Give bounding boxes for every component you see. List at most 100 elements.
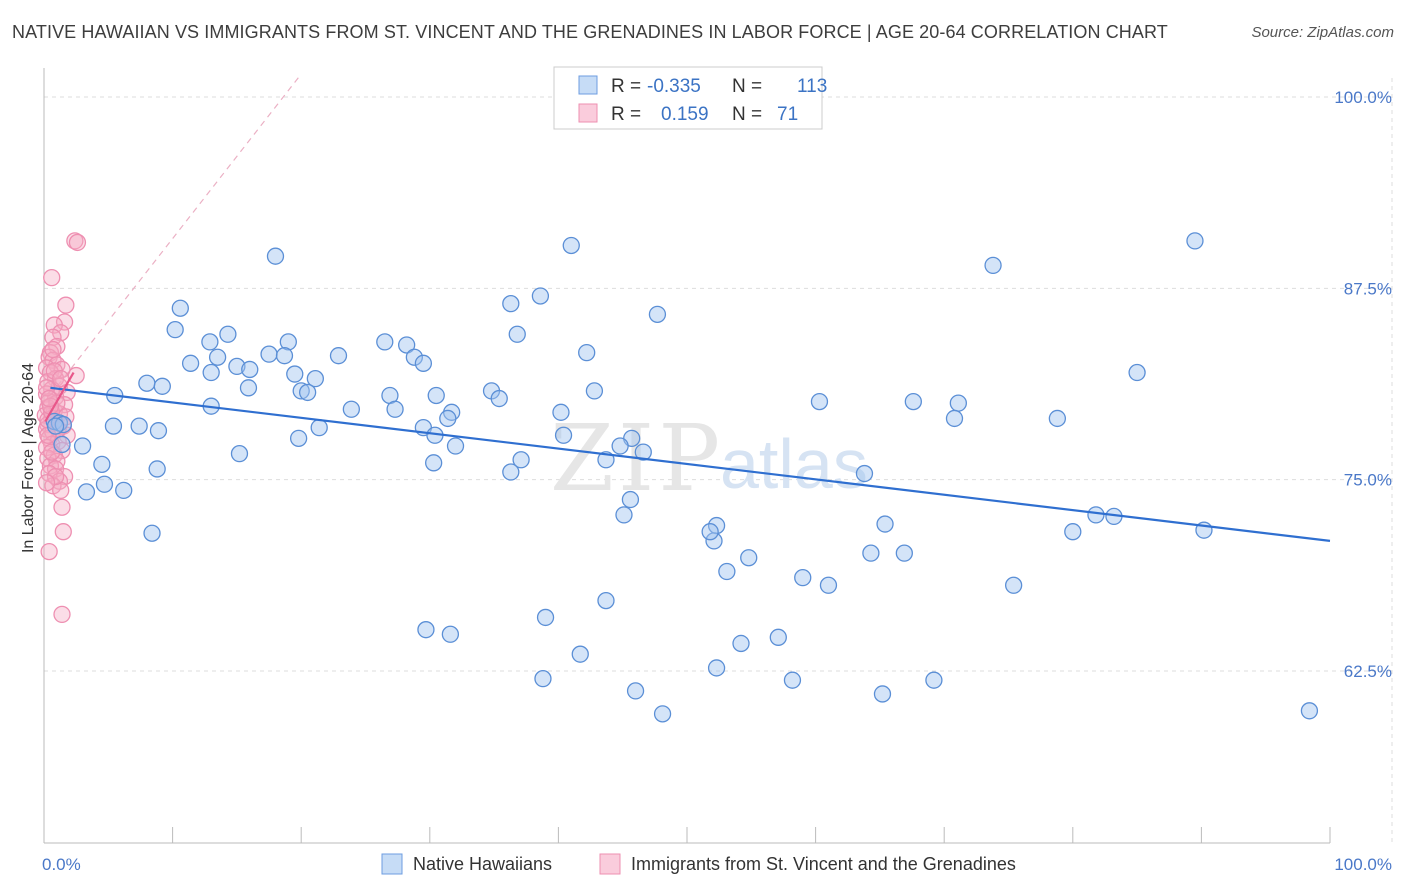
point-native-hawaiians-92 — [794, 568, 812, 587]
point-native-hawaiians-12 — [279, 333, 297, 351]
point-immigrants-48 — [55, 467, 74, 486]
y-tick-label-2: 75.0% — [1344, 471, 1392, 490]
point-native-hawaiians-21 — [181, 354, 200, 372]
legend-r-label-2: R = — [611, 104, 641, 125]
watermark-atlas: atlas — [720, 425, 868, 503]
point-immigrants-53 — [54, 523, 72, 541]
point-native-hawaiians-16 — [260, 345, 278, 363]
bottom-legend-swatch-blue — [381, 853, 403, 875]
top-legend: R = -0.335 N = 113 R = 0.159 N = 71 — [553, 66, 827, 130]
point-native-hawaiians-24 — [241, 360, 259, 379]
bottom-legend: Native Hawaiians Immigrants from St. Vin… — [381, 853, 1016, 875]
point-native-hawaiians-77 — [95, 475, 114, 493]
point-native-hawaiians-87 — [143, 524, 161, 542]
point-native-hawaiians-40 — [810, 392, 829, 411]
point-native-hawaiians-69 — [230, 444, 249, 463]
point-native-hawaiians-47 — [552, 403, 570, 421]
point-native-hawaiians-108 — [732, 634, 750, 653]
point-native-hawaiians-26 — [1128, 363, 1146, 382]
point-native-hawaiians-2 — [562, 236, 580, 255]
point-native-hawaiians-88 — [705, 532, 723, 550]
point-native-hawaiians-107 — [1300, 702, 1319, 720]
point-native-hawaiians-45 — [386, 400, 404, 418]
point-native-hawaiians-9 — [219, 325, 237, 343]
point-native-hawaiians-67 — [611, 437, 629, 455]
point-native-hawaiians-19 — [208, 348, 227, 366]
series-immigrants-points — [36, 232, 87, 624]
y-tick-label-0: 100.0% — [1334, 88, 1392, 107]
top-legend-box — [553, 66, 823, 130]
legend-r-label-1: R = — [611, 76, 641, 97]
point-native-hawaiians-41 — [904, 392, 922, 411]
point-native-hawaiians-106 — [653, 705, 672, 723]
point-native-hawaiians-1 — [984, 256, 1002, 275]
point-native-hawaiians-85 — [1064, 523, 1082, 541]
point-native-hawaiians-30 — [153, 377, 171, 395]
point-native-hawaiians-94 — [819, 576, 838, 594]
point-native-hawaiians-28 — [306, 369, 324, 388]
point-native-hawaiians-95 — [597, 591, 615, 610]
point-native-hawaiians-81 — [615, 506, 633, 524]
trend-lines — [44, 371, 1331, 542]
point-native-hawaiians-72 — [425, 454, 443, 472]
point-native-hawaiians-68 — [634, 443, 652, 461]
point-native-hawaiians-38 — [427, 386, 445, 405]
bottom-legend-label-native-hawaiians: Native Hawaiians — [413, 854, 552, 874]
point-native-hawaiians-15 — [578, 343, 596, 362]
point-native-hawaiians-32 — [292, 382, 310, 400]
point-native-hawaiians-31 — [239, 379, 258, 397]
point-native-hawaiians-29 — [138, 374, 156, 392]
point-native-hawaiians-49 — [945, 409, 964, 428]
point-native-hawaiians-112 — [571, 645, 589, 663]
point-native-hawaiians-4 — [531, 287, 550, 305]
point-native-hawaiians-97 — [417, 621, 435, 639]
point-immigrants-54 — [40, 542, 58, 561]
point-native-hawaiians-10 — [508, 325, 526, 343]
legend-n-value-2: 71 — [777, 104, 798, 125]
y-tick-labels: 100.0% 87.5% 75.0% 62.5% — [1334, 88, 1392, 681]
point-native-hawaiians-70 — [512, 451, 530, 469]
point-native-hawaiians-91 — [895, 544, 913, 562]
point-native-hawaiians-7 — [648, 305, 667, 324]
point-immigrants-55 — [53, 605, 71, 624]
point-native-hawaiians-55 — [104, 417, 123, 435]
point-native-hawaiians-65 — [73, 437, 92, 455]
point-native-hawaiians-56 — [130, 417, 148, 435]
point-native-hawaiians-110 — [1087, 506, 1105, 524]
point-immigrants-69 — [40, 389, 58, 408]
point-native-hawaiians-11 — [201, 333, 219, 351]
legend-swatch-pink — [578, 103, 598, 123]
point-native-hawaiians-8 — [166, 321, 184, 339]
point-native-hawaiians-96 — [536, 608, 555, 627]
point-native-hawaiians-57 — [310, 418, 328, 437]
y-tick-label-1: 87.5% — [1344, 279, 1392, 298]
point-native-hawaiians-89 — [740, 549, 758, 567]
point-immigrants-52 — [53, 498, 71, 516]
point-native-hawaiians-54 — [46, 417, 65, 435]
point-immigrants-2 — [43, 268, 61, 287]
point-native-hawaiians-44 — [342, 400, 361, 418]
point-native-hawaiians-17 — [275, 347, 294, 365]
point-immigrants-68 — [52, 369, 70, 388]
point-native-hawaiians-93 — [1004, 576, 1023, 594]
point-native-hawaiians-20 — [405, 348, 424, 366]
point-native-hawaiians-18 — [329, 347, 348, 365]
bottom-legend-swatch-pink — [599, 853, 621, 875]
point-native-hawaiians-75 — [502, 463, 520, 481]
bottom-legend-label-immigrants: Immigrants from St. Vincent and the Gren… — [631, 854, 1016, 874]
x-tick-label-0: 0.0% — [42, 855, 81, 874]
point-native-hawaiians-61 — [554, 426, 573, 444]
point-native-hawaiians-98 — [441, 625, 460, 643]
series-native-hawaiians-points — [45, 232, 1319, 723]
point-native-hawaiians-22 — [414, 354, 433, 372]
point-native-hawaiians-80 — [621, 490, 640, 509]
point-native-hawaiians-84 — [876, 515, 894, 533]
point-native-hawaiians-35 — [298, 383, 317, 402]
legend-n-label-2: N = — [732, 104, 762, 125]
point-native-hawaiians-25 — [202, 363, 220, 382]
diagonal-line — [43, 73, 302, 404]
point-native-hawaiians-62 — [289, 429, 308, 447]
legend-n-value-1: 113 — [797, 76, 827, 97]
point-native-hawaiians-64 — [53, 435, 71, 454]
